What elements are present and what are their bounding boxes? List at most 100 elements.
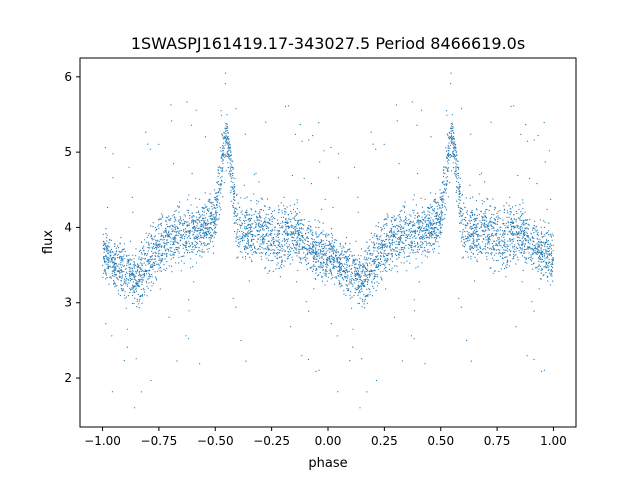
data-point xyxy=(400,228,402,231)
data-point xyxy=(455,190,458,192)
data-point xyxy=(286,231,288,233)
data-point xyxy=(538,245,540,247)
data-point xyxy=(494,207,496,209)
data-point xyxy=(230,170,232,172)
data-point xyxy=(298,252,300,254)
data-point xyxy=(331,263,333,265)
data-point xyxy=(478,193,480,195)
data-point xyxy=(173,237,176,239)
data-point xyxy=(320,250,322,252)
data-point xyxy=(324,284,326,286)
data-point xyxy=(176,241,178,243)
data-point xyxy=(105,233,107,235)
data-point xyxy=(459,186,461,188)
data-point xyxy=(442,199,444,201)
data-point xyxy=(324,198,326,200)
data-point xyxy=(204,136,207,138)
data-point xyxy=(455,166,457,168)
data-point xyxy=(190,237,192,239)
data-point xyxy=(144,254,146,256)
data-point xyxy=(363,265,365,267)
data-point xyxy=(170,243,172,245)
data-point xyxy=(280,246,282,248)
data-point xyxy=(175,234,177,237)
data-point xyxy=(439,222,442,224)
data-point xyxy=(245,251,247,253)
data-point xyxy=(228,143,230,145)
data-point xyxy=(523,250,525,253)
data-point xyxy=(548,243,550,245)
data-point xyxy=(140,288,142,290)
data-point xyxy=(126,328,129,330)
data-point xyxy=(283,216,285,218)
data-point xyxy=(496,240,498,242)
data-point xyxy=(161,252,164,254)
data-point xyxy=(410,335,412,337)
data-point xyxy=(146,236,148,238)
data-point xyxy=(270,240,272,242)
data-point xyxy=(112,256,114,258)
data-point xyxy=(292,231,294,233)
data-point xyxy=(458,215,461,217)
data-point xyxy=(137,263,139,265)
data-point xyxy=(526,355,528,357)
data-point xyxy=(473,241,475,243)
data-point xyxy=(406,260,408,262)
data-point xyxy=(318,122,320,124)
data-point xyxy=(345,294,347,297)
data-point xyxy=(108,246,110,248)
data-point xyxy=(118,293,120,295)
data-point xyxy=(431,234,433,236)
data-point xyxy=(230,200,232,202)
data-point xyxy=(509,230,511,232)
data-point xyxy=(467,256,469,258)
data-point xyxy=(373,287,375,289)
data-point xyxy=(489,236,491,238)
data-point xyxy=(258,226,260,228)
data-point xyxy=(510,105,512,107)
data-point xyxy=(152,258,154,260)
data-point xyxy=(227,142,229,144)
data-point xyxy=(114,273,117,276)
data-point xyxy=(174,218,176,220)
data-point xyxy=(334,257,336,259)
data-point xyxy=(525,248,528,250)
data-point xyxy=(173,251,175,254)
data-point xyxy=(529,243,531,245)
data-point xyxy=(454,155,456,157)
data-point xyxy=(299,243,301,245)
data-point xyxy=(189,214,191,217)
data-point xyxy=(237,236,239,238)
data-point xyxy=(141,270,143,272)
data-point xyxy=(259,214,261,217)
data-point xyxy=(253,247,256,249)
data-point xyxy=(275,252,278,255)
data-point xyxy=(512,225,514,227)
data-point xyxy=(376,266,378,268)
data-point xyxy=(462,218,464,220)
data-point xyxy=(297,220,300,222)
data-point xyxy=(194,241,196,243)
data-point xyxy=(534,245,536,247)
data-point xyxy=(227,147,229,149)
data-point xyxy=(396,228,398,230)
data-point xyxy=(255,252,257,254)
data-point xyxy=(433,227,435,229)
data-point xyxy=(366,252,368,254)
data-point xyxy=(411,242,413,244)
data-point xyxy=(465,250,467,252)
data-point xyxy=(196,222,198,224)
data-point xyxy=(459,192,461,195)
data-point xyxy=(187,212,189,214)
data-point xyxy=(436,218,438,220)
data-point xyxy=(383,227,385,229)
data-point xyxy=(178,233,180,235)
data-point xyxy=(185,246,187,248)
data-point xyxy=(416,230,419,232)
data-point xyxy=(116,278,118,280)
data-point xyxy=(199,226,201,228)
data-point xyxy=(433,232,435,234)
data-point xyxy=(265,213,267,215)
data-point xyxy=(265,235,267,237)
data-point xyxy=(433,243,435,245)
